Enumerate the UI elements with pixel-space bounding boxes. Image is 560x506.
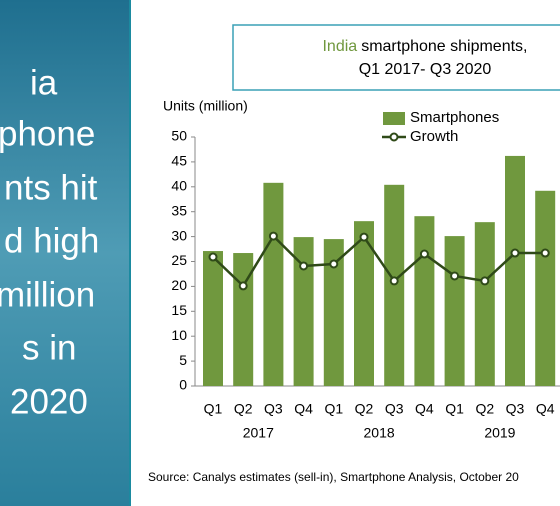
legend-marker [389,132,399,142]
y-tick-label: 40 [171,178,187,194]
x-tick-label: Q4 [415,401,434,417]
bar [474,222,495,386]
source: Source: Canalys estimates (sell-in), Sma… [148,470,519,484]
title-box [232,24,560,91]
y-tick-label: 50 [171,128,187,144]
bar [505,155,525,386]
y-tick-label: 25 [171,252,187,268]
bar [414,216,435,386]
bar [293,237,314,386]
title-line1: smartphone shipments, [361,38,527,55]
bar [444,236,465,386]
bar [203,251,223,386]
bar [354,221,374,386]
x-tick-label: Q1 [204,401,223,417]
x-tick-label: Q3 [506,401,525,417]
growth-marker [268,231,278,241]
y-tick-label: 20 [171,277,187,293]
panel-text: ia [30,63,58,102]
x-tick-label: Q1 [445,401,464,417]
y-tick-label: 0 [179,377,187,393]
x-tick-label: Q3 [385,401,404,417]
y-tick-label: 10 [171,327,187,343]
title-line2: Q1 2017- Q3 2020 [359,61,492,78]
panel-text: 2020 [10,382,88,421]
y-tick-label: 5 [179,352,187,368]
panel-text: phone [0,114,95,153]
growth-line [212,234,546,288]
growth-marker [299,261,309,271]
y-axis-label: Units (million) [163,98,248,114]
bar [323,239,344,386]
y-tick-label: 45 [171,153,187,169]
bar [263,182,284,386]
bar [535,190,556,386]
y-tick-label: 30 [171,227,187,243]
growth-marker [450,271,460,281]
year-label: 2019 [484,425,515,441]
legend-swatch [383,112,405,125]
growth-marker [540,248,550,258]
title-highlight: India [322,38,357,55]
bar [233,253,254,386]
y-tick-label: 15 [171,302,187,318]
y-tick-label: 35 [171,202,187,218]
panel-text: million [0,275,95,314]
panel-text: nts hit [4,168,98,207]
panel-text: s in [22,328,76,367]
chart-title: India smartphone shipments, [322,38,527,55]
panel-text: d high [4,221,99,260]
x-tick-label: Q4 [294,401,313,417]
x-tick-label: Q2 [475,401,494,417]
growth-marker [359,232,369,242]
x-tick-label: Q2 [355,401,374,417]
growth-marker [208,252,218,262]
year-label: 2017 [243,425,274,441]
growth-marker [329,259,339,269]
legend-label: Growth [410,128,458,145]
growth-marker [510,248,520,258]
x-tick-label: Q1 [324,401,343,417]
legend-label: Smartphones [410,109,499,126]
growth-marker [389,276,399,286]
x-tick-label: Q2 [234,401,253,417]
x-tick-label: Q4 [536,401,555,417]
x-tick-label: Q3 [264,401,283,417]
year-label: 2018 [364,425,395,441]
growth-marker [238,281,248,291]
growth-marker [419,249,429,259]
growth-marker [480,276,490,286]
side-panel [0,0,130,506]
